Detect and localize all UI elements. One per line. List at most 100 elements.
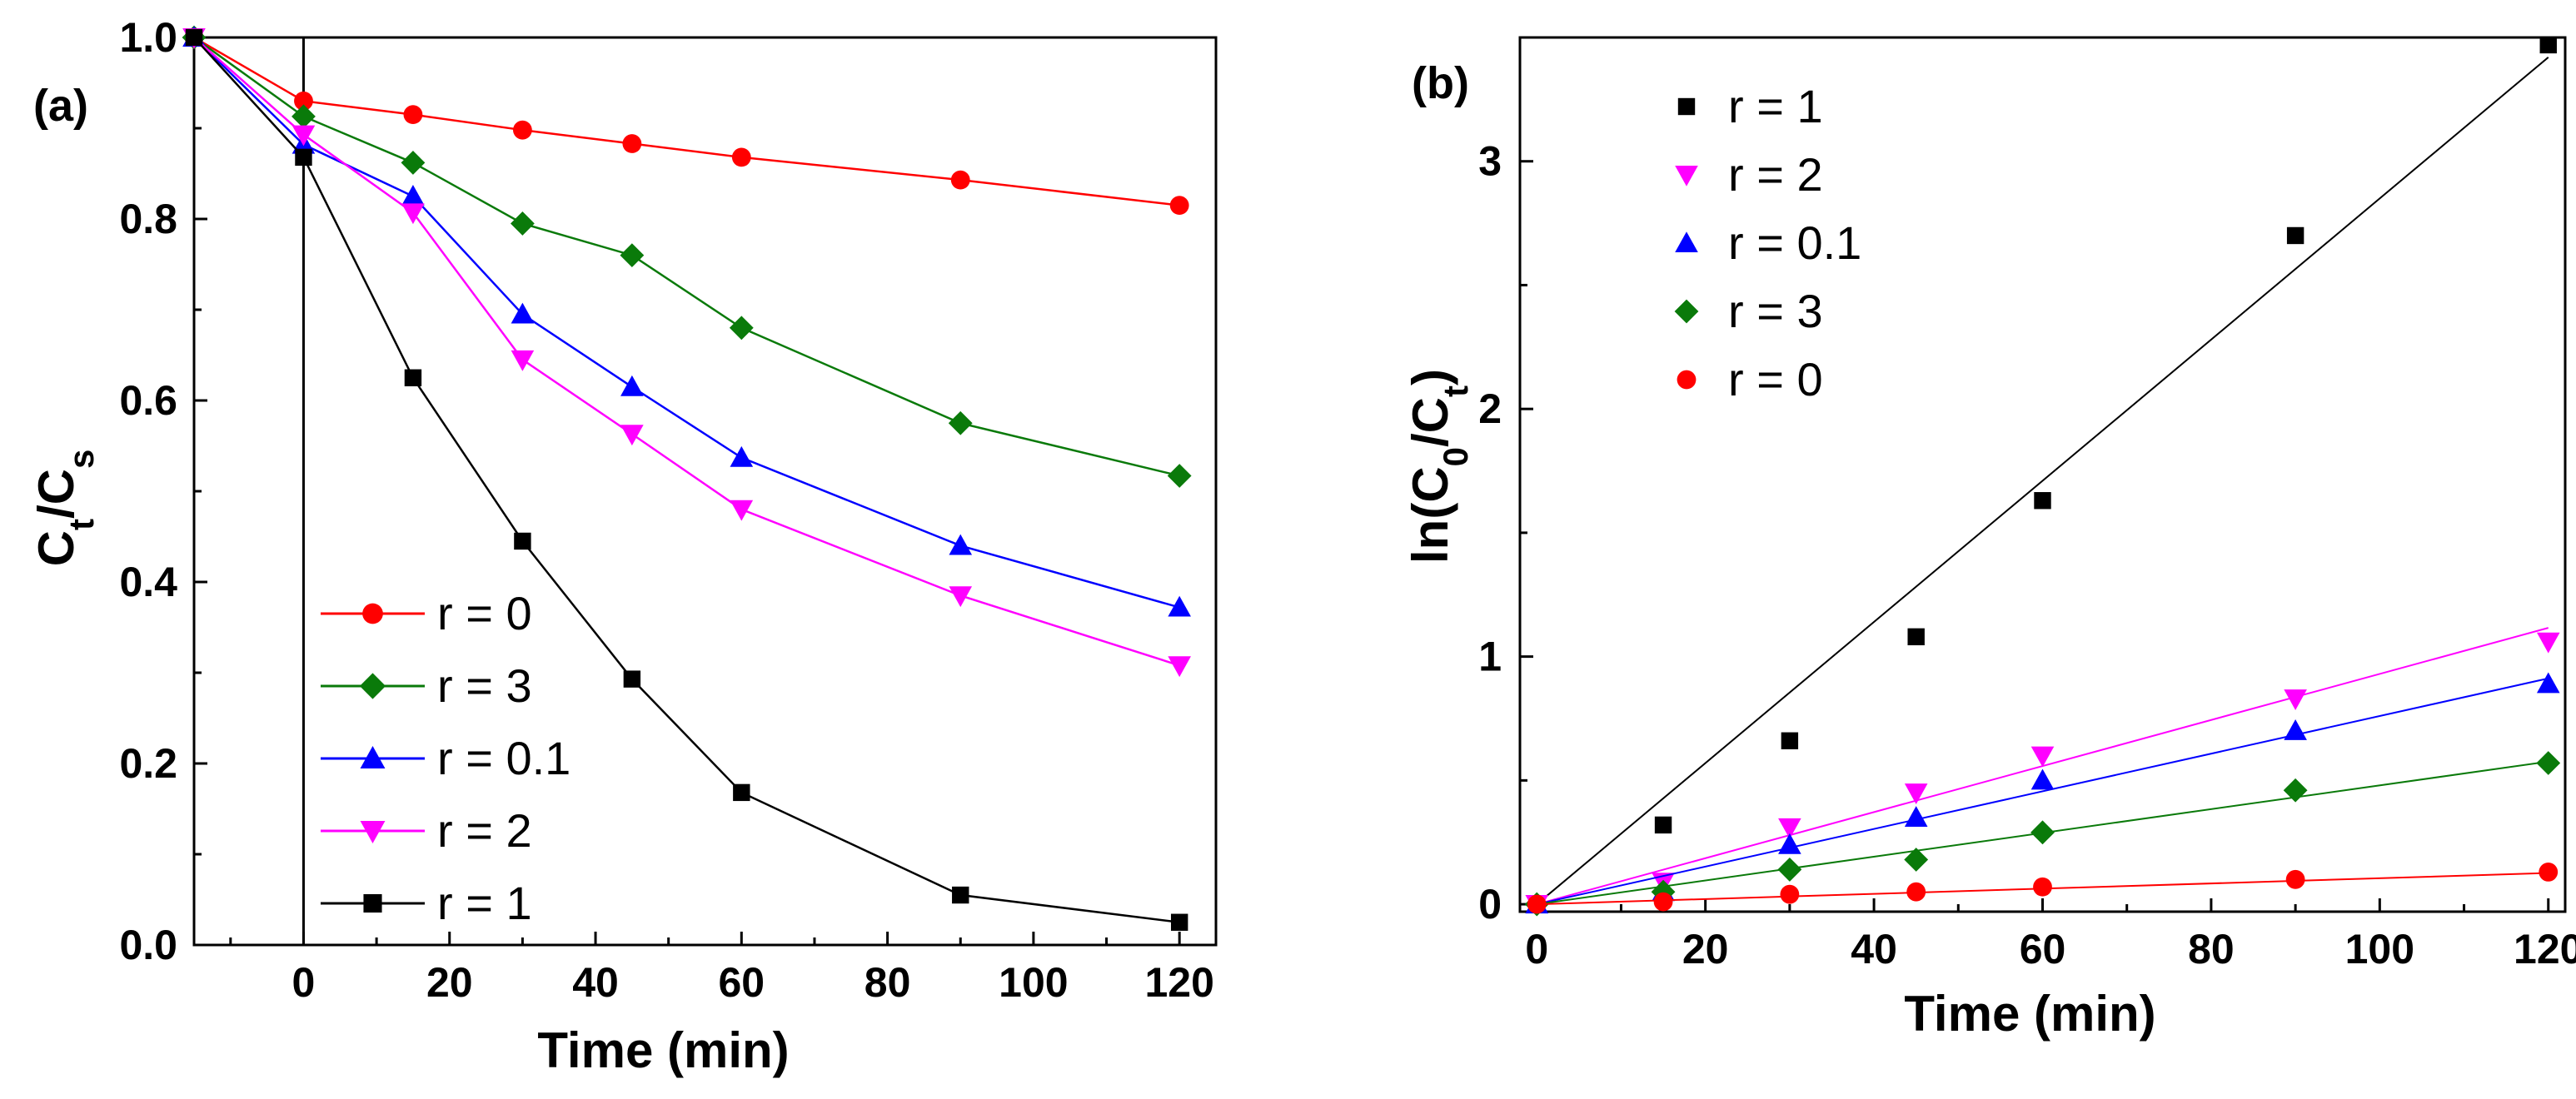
x-tick-label: 120 bbox=[1144, 959, 1213, 1006]
series-line bbox=[193, 37, 1180, 609]
x-tick-label: 0 bbox=[1525, 926, 1548, 972]
series-r0-1 bbox=[182, 26, 1191, 617]
data-point bbox=[403, 105, 423, 125]
data-point bbox=[730, 445, 754, 467]
series-line bbox=[193, 37, 1180, 923]
y-axis-title: ln(C0/Ct) bbox=[1403, 369, 1475, 564]
data-point bbox=[1168, 656, 1191, 678]
legend-label: r = 3 bbox=[437, 659, 532, 712]
data-point bbox=[401, 151, 426, 175]
y-tick-label: 2 bbox=[1478, 385, 1502, 432]
legend-label: r = 0.1 bbox=[1728, 216, 1861, 269]
y-axis-title-sep: /C bbox=[1403, 397, 1458, 447]
data-point bbox=[2285, 869, 2305, 889]
y-tick-label: 0.2 bbox=[119, 740, 177, 787]
y-tick-label: 3 bbox=[1478, 138, 1502, 185]
legend-marker bbox=[1675, 165, 1698, 186]
y-axis-title-sub-t: t bbox=[1436, 385, 1475, 397]
data-point bbox=[1170, 913, 1188, 931]
data-point bbox=[1527, 894, 1547, 914]
y-tick-label: 0.4 bbox=[119, 559, 177, 605]
x-tick-label: 80 bbox=[864, 959, 911, 1006]
data-point bbox=[2536, 632, 2560, 654]
y-axis-title: Ct/Cs bbox=[28, 450, 101, 567]
data-point bbox=[2536, 751, 2561, 775]
legend-label: r = 3 bbox=[1728, 285, 1823, 337]
legend-label: r = 2 bbox=[1728, 148, 1823, 201]
data-point bbox=[731, 147, 751, 167]
y-tick-label: 0 bbox=[1478, 881, 1502, 927]
legend-marker bbox=[363, 893, 382, 913]
x-tick-label: 100 bbox=[999, 959, 1068, 1006]
data-point bbox=[623, 670, 641, 688]
data-point bbox=[1780, 884, 1800, 904]
x-tick-label: 40 bbox=[1851, 926, 1897, 972]
y-axis-title-sub-0: 0 bbox=[1436, 447, 1475, 466]
data-point bbox=[295, 148, 312, 167]
data-point bbox=[404, 369, 422, 386]
legend-marker bbox=[1677, 370, 1697, 390]
data-point bbox=[730, 500, 754, 521]
data-point bbox=[294, 91, 313, 111]
data-point bbox=[1778, 818, 1801, 839]
legend: r = 0 r = 3 r = 0.1 r = 2 r = 1 bbox=[321, 587, 571, 929]
x-tick-label: 120 bbox=[2514, 926, 2576, 972]
y-tick-label: 1.0 bbox=[119, 14, 177, 61]
legend-marker bbox=[1674, 299, 1699, 324]
series-r0 bbox=[184, 27, 1189, 216]
legend-marker bbox=[359, 673, 386, 699]
data-point bbox=[511, 350, 535, 371]
legend-label: r = 2 bbox=[437, 804, 532, 857]
legend-label: r = 1 bbox=[437, 877, 532, 929]
legend-marker bbox=[360, 746, 386, 768]
x-tick-label: 80 bbox=[2188, 926, 2235, 972]
series-line bbox=[193, 36, 1180, 477]
data-point bbox=[401, 203, 425, 225]
data-point bbox=[1777, 858, 1802, 882]
data-point bbox=[510, 211, 535, 236]
data-point bbox=[2030, 746, 2055, 768]
data-point bbox=[620, 375, 644, 396]
x-tick-label: 60 bbox=[719, 959, 765, 1006]
data-point bbox=[620, 425, 644, 446]
y-axis-title-sub-t: t bbox=[62, 519, 101, 530]
x-tick-label: 40 bbox=[572, 959, 619, 1006]
data-point bbox=[2284, 689, 2307, 710]
data-point bbox=[1904, 783, 1928, 805]
data-point bbox=[950, 170, 970, 190]
legend-label: r = 1 bbox=[1728, 80, 1823, 132]
data-point bbox=[949, 586, 973, 608]
data-point bbox=[952, 886, 969, 904]
panel-label: (b) bbox=[1412, 58, 1469, 108]
legend-label: r = 0.1 bbox=[437, 732, 571, 784]
y-axis-title-sep: /C bbox=[28, 469, 84, 519]
x-tick-label: 60 bbox=[2020, 926, 2066, 972]
data-point bbox=[2030, 768, 2055, 790]
y-tick-label: 0.8 bbox=[119, 196, 177, 242]
data-point bbox=[1169, 196, 1189, 216]
x-axis-title: Time (min) bbox=[537, 1022, 789, 1078]
x-tick-label: 20 bbox=[426, 959, 473, 1006]
y-axis-title-sub-s: s bbox=[62, 450, 101, 469]
data-point bbox=[185, 28, 203, 47]
data-point bbox=[1781, 732, 1799, 749]
series-r3 bbox=[182, 25, 1192, 488]
legend: r = 1 r = 2 r = 0.1 r = 3 r = 0 bbox=[1674, 80, 1861, 405]
data-point bbox=[2536, 672, 2560, 694]
data-point bbox=[1904, 848, 1929, 872]
x-tick-label: 100 bbox=[2345, 926, 2414, 972]
y-tick-label: 1 bbox=[1478, 634, 1502, 680]
fit-line bbox=[1537, 677, 2549, 906]
data-point bbox=[2034, 492, 2051, 510]
y-axis-title-ln: ln(C bbox=[1403, 466, 1458, 564]
legend-label: r = 0 bbox=[437, 587, 532, 639]
data-point bbox=[733, 783, 750, 802]
data-point bbox=[2033, 877, 2052, 897]
legend-marker bbox=[362, 603, 383, 624]
x-tick-label: 0 bbox=[292, 959, 316, 1006]
data-point bbox=[1167, 464, 1192, 488]
data-point bbox=[622, 134, 642, 153]
series-r1 bbox=[185, 28, 1188, 931]
